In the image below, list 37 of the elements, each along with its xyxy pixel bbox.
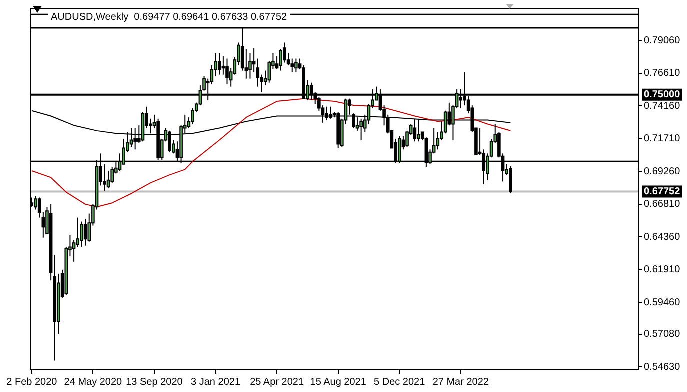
y-tick-label: 0.69260 [644,166,681,178]
x-tick-label: 3 Jan 2021 [191,376,241,388]
candlestick [42,212,46,238]
y-tick-label: 0.61910 [644,264,681,276]
x-tick-label: 13 Sep 2020 [126,376,184,388]
x-tick-label: 2 Feb 2020 [6,376,58,388]
x-tick-label: 15 Aug 2021 [310,376,367,388]
candlestick [356,117,360,132]
candlestick [72,240,76,262]
y-tick-label: 0.54630 [644,362,681,373]
y-tick-label: 0.76610 [644,68,681,80]
candlestick [509,166,512,194]
candlestick [34,196,38,210]
y-tick-label: 0.66810 [644,199,681,210]
y-tick-label: 0.79060 [644,35,681,46]
candlestick [294,58,298,73]
y-tick-label: 0.57080 [644,329,681,340]
candlestick [210,64,214,85]
candlestick [244,48,248,80]
x-tick-label: 24 May 2020 [64,376,123,388]
y-tick-label: 0.74160 [644,100,681,112]
candlestick [38,197,42,218]
candlestick [218,52,222,76]
candlestick [106,170,110,189]
x-tick-label: 5 Dec 2021 [374,376,426,388]
ref-line-label: 0.75000 [644,90,681,101]
y-tick-label: 0.59460 [644,297,681,308]
y-tick-label: 0.71710 [644,134,681,145]
chart-title: AUDUSD,Weekly 0.69477 0.69641 0.67633 0.67752 [51,12,288,23]
candlestick [80,221,84,248]
x-tick-label: 25 Apr 2021 [250,376,304,388]
x-tick-label: 27 Mar 2022 [432,376,490,388]
candlestick [360,118,363,141]
y-tick-label: 0.64360 [644,232,681,243]
candlestick [226,58,229,85]
candlestick [84,218,88,246]
ref-line-label: 0.67752 [644,186,681,198]
